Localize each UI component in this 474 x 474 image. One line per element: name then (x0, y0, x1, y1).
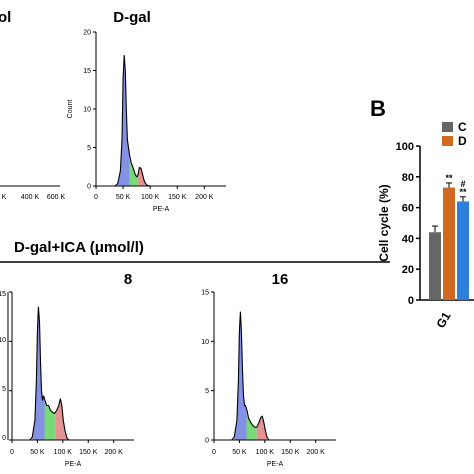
y-tick-label: 15 (201, 290, 209, 297)
control-x-tick: 600 K (47, 194, 66, 201)
y-tick-label: 15 (83, 68, 91, 75)
x-tick-label: 150 K (168, 194, 187, 201)
bottom-left-fragment: 15 10 5 0 (0, 291, 9, 442)
phase-g2-area (55, 398, 67, 440)
bar-y-tick-label: 20 (402, 264, 414, 276)
y-tick-label: 5 (205, 388, 209, 395)
control-panel-fragment: K 400 K 600 K (0, 185, 66, 201)
legend-swatch (442, 136, 453, 146)
x-tick-label: 200 K (105, 449, 124, 456)
y-tick-label: 5 (87, 145, 91, 152)
phase-g1-area (32, 306, 45, 440)
control-x-tick: 400 K (21, 194, 40, 201)
x-tick-label: 200 K (195, 194, 214, 201)
significance-mark: ** (445, 173, 453, 183)
histogram-curve (114, 55, 151, 187)
phase-s-area (129, 155, 139, 186)
y-axis-label: Count (67, 100, 74, 119)
y-tick-label: 10 (201, 339, 209, 346)
phase-g1-area (234, 311, 247, 440)
x-tick-label: 100 K (141, 194, 160, 201)
bar (457, 201, 469, 300)
bar-y-tick-label: 60 (402, 203, 414, 215)
bar-y-tick-label: 0 (408, 295, 414, 307)
histogram-curve (29, 306, 70, 441)
bottom-left-y-tick: 10 (0, 337, 6, 344)
x-tick-label: 200 K (307, 449, 326, 456)
x-tick-label: 150 K (79, 449, 98, 456)
x-tick-label: 0 (94, 194, 98, 201)
significance-mark-hash: # (460, 179, 465, 189)
bar-y-tick-label: 80 (402, 172, 414, 184)
legend-swatch (442, 122, 453, 132)
control-x-tick: K (2, 194, 7, 201)
bottom-left-y-tick: 5 (2, 386, 6, 393)
histogram-curve (231, 311, 270, 441)
bottom-left-y-tick: 15 (0, 291, 6, 298)
legend-label: D (458, 134, 467, 148)
y-tick-label: 0 (87, 184, 91, 191)
x-tick-label: 0 (10, 449, 14, 456)
legend-label: C (458, 120, 467, 134)
y-tick-label: 0 (205, 438, 209, 445)
panel-b-letter: B (370, 96, 386, 121)
y-tick-label: 20 (83, 30, 91, 37)
bar (443, 187, 455, 300)
y-tick-label: 10 (83, 107, 91, 114)
x-tick-label: 150 K (281, 449, 300, 456)
histogram-d-gal: 0 50 K 100 K 150 K 200 K PE-A 0 5 10 15 20 Count (67, 30, 226, 213)
significance-mark: ** (459, 187, 467, 197)
subtitle-8: 8 (124, 271, 132, 288)
dgal-title: D-gal (113, 9, 151, 26)
phase-g1-area (117, 55, 130, 186)
phase-s-area (44, 398, 56, 440)
x-tick-label: 100 K (54, 449, 73, 456)
bar-category-label: G1 (433, 309, 453, 330)
histogram-8: 0 50 K 100 K 150 K 200 K PE-A (9, 291, 134, 468)
x-tick-label: 100 K (256, 449, 275, 456)
x-tick-label: 50 K (30, 449, 45, 456)
bar (429, 232, 441, 300)
control-title-fragment: ol (0, 9, 11, 26)
group-heading: D-gal+ICA (μmol/l) (14, 239, 144, 256)
subtitle-16: 16 (272, 271, 289, 288)
x-tick-label: 50 K (116, 194, 131, 201)
bar-y-tick-label: 40 (402, 233, 414, 245)
x-axis-label: PE-A (153, 206, 170, 213)
bar-y-tick-label: 100 (396, 141, 414, 153)
bottom-left-y-tick: 0 (2, 435, 6, 442)
x-tick-label: 50 K (232, 449, 247, 456)
x-axis-label: PE-A (267, 461, 284, 468)
x-axis-label: PE-A (65, 461, 82, 468)
histogram-16: 0 50 K 100 K 150 K 200 K PE-A 0 5 10 15 (201, 290, 336, 468)
bar-y-axis-label: Cell cycle (%) (377, 184, 391, 261)
x-tick-label: 0 (212, 449, 216, 456)
